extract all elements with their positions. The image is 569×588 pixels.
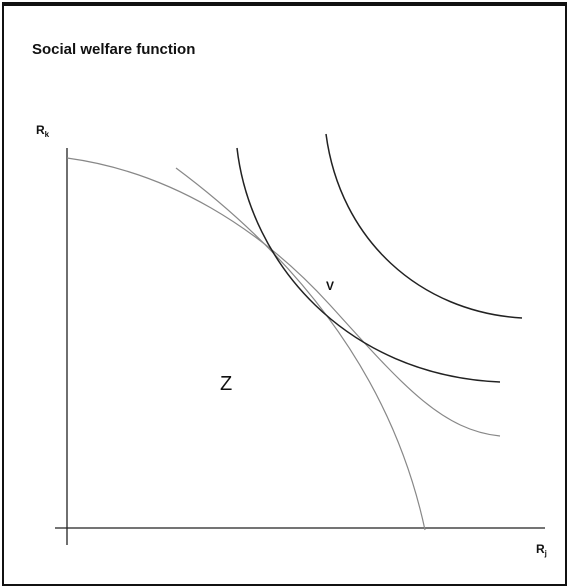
frontier-curve (66, 157, 501, 437)
title: Social welfare function (32, 41, 195, 58)
x-axis-label: Rj (536, 542, 547, 558)
indifference-curve (236, 147, 501, 383)
indifference-curve (325, 133, 523, 319)
point-label: V (326, 279, 334, 293)
frontier-curve (175, 167, 426, 531)
y-axis-label: Rk (36, 123, 50, 139)
point-label: Z (220, 373, 232, 395)
